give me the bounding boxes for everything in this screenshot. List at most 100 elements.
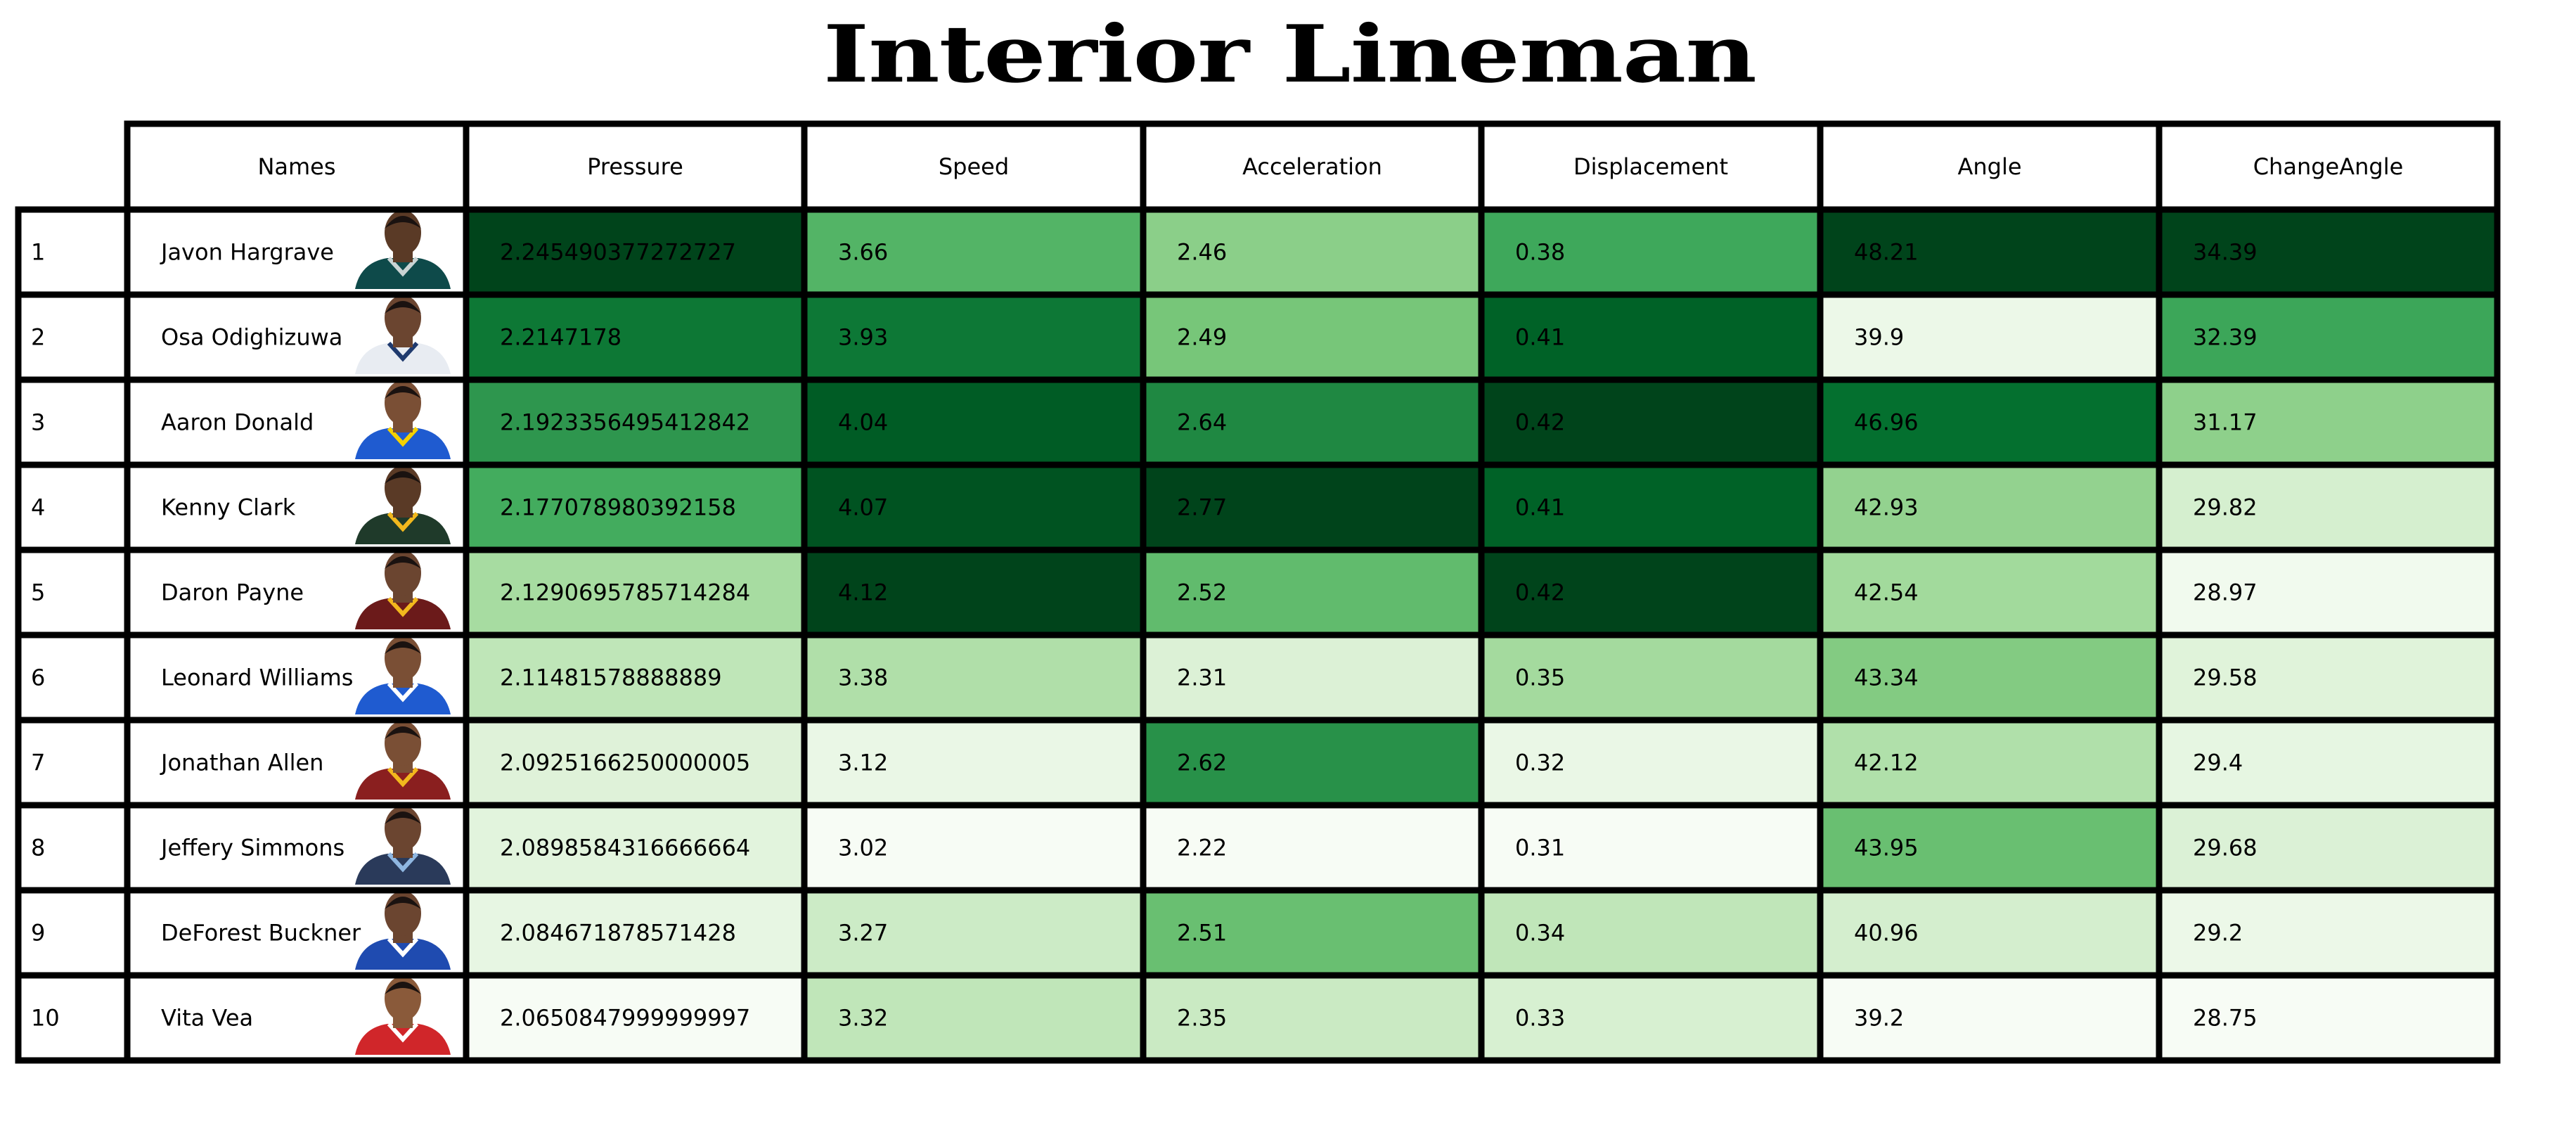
cell-value-speed: 4.07	[838, 494, 888, 521]
heat-cell	[466, 975, 804, 1060]
heat-cell	[1820, 295, 2159, 380]
cell-value-speed: 3.93	[838, 324, 888, 351]
heat-cell	[1143, 805, 1481, 890]
cell-value-changeangle: 28.75	[2193, 1005, 2258, 1032]
heat-cell	[804, 465, 1143, 550]
cell-value-displacement: 0.35	[1515, 665, 1565, 691]
heat-cell	[2159, 805, 2497, 890]
cell-value-displacement: 0.41	[1515, 324, 1565, 351]
player-headshot	[355, 721, 451, 800]
row-index: 1	[31, 239, 45, 266]
heat-cell	[2159, 975, 2497, 1060]
player-name: Javon Hargrave	[160, 239, 334, 266]
cell-value-pressure: 2.245490377272727	[500, 239, 736, 266]
cell-value-angle: 42.54	[1854, 579, 1919, 606]
cell-value-pressure: 2.0650847999999997	[500, 1005, 750, 1032]
collar-shape	[387, 1022, 419, 1043]
cell-value-displacement: 0.34	[1515, 920, 1565, 947]
cell-value-acceleration: 2.51	[1177, 920, 1227, 947]
column-header-speed: Speed	[939, 153, 1009, 180]
cell-value-displacement: 0.42	[1515, 409, 1565, 436]
heat-cell	[466, 550, 804, 635]
column-header-displacement: Displacement	[1573, 153, 1728, 180]
heat-cell	[1481, 975, 1820, 1060]
hair-shape	[385, 386, 421, 399]
heat-cell	[2159, 720, 2497, 805]
heat-cell	[804, 805, 1143, 890]
hair-shape	[385, 471, 421, 484]
heat-cell	[2159, 890, 2497, 975]
cell-value-changeangle: 29.82	[2193, 494, 2258, 521]
heat-cell	[1820, 550, 2159, 635]
cell-value-acceleration: 2.52	[1177, 579, 1227, 606]
collar-shape	[387, 681, 419, 702]
heat-cell	[1143, 210, 1481, 295]
collar-shape	[387, 596, 419, 617]
player-headshot	[355, 636, 451, 714]
heat-cell	[1820, 890, 2159, 975]
heat-cell	[1820, 210, 2159, 295]
cell-value-speed: 4.04	[838, 409, 888, 436]
player-name: Jonathan Allen	[160, 750, 323, 776]
heat-cell	[1481, 465, 1820, 550]
row-index: 3	[31, 409, 45, 436]
cell-value-changeangle: 29.2	[2193, 920, 2243, 947]
cell-value-pressure: 2.2147178	[500, 324, 622, 351]
heat-cell	[1481, 210, 1820, 295]
player-headshot	[355, 295, 451, 374]
heat-cell	[466, 210, 804, 295]
cell-value-angle: 48.21	[1854, 239, 1919, 266]
hair-shape	[385, 641, 421, 654]
cell-value-acceleration: 2.77	[1177, 494, 1227, 521]
avatars-layer	[355, 210, 451, 1055]
heat-cell	[1820, 975, 2159, 1060]
heat-cell	[804, 890, 1143, 975]
cell-value-speed: 3.38	[838, 665, 888, 691]
cell-value-speed: 3.12	[838, 750, 888, 776]
cell-value-pressure: 2.0925166250000005	[500, 750, 750, 776]
heat-cell	[1481, 380, 1820, 465]
heat-cell	[1143, 465, 1481, 550]
cell-value-changeangle: 29.68	[2193, 835, 2258, 861]
player-headshot	[355, 551, 451, 629]
player-name: DeForest Buckner	[161, 920, 361, 947]
cell-value-pressure: 2.0898584316666664	[500, 835, 750, 861]
row-index: 5	[31, 579, 45, 606]
row-index: 10	[31, 1005, 60, 1032]
player-headshot	[355, 380, 451, 459]
player-headshot	[355, 891, 451, 970]
player-headshot	[355, 466, 451, 544]
hair-shape	[385, 726, 421, 739]
heat-cell	[804, 975, 1143, 1060]
column-header-names: Names	[257, 153, 335, 180]
heat-cell	[2159, 465, 2497, 550]
heat-cell	[1143, 720, 1481, 805]
cell-value-speed: 3.27	[838, 920, 888, 947]
heat-cell	[1481, 805, 1820, 890]
heat-cell	[466, 635, 804, 720]
player-name: Jeffery Simmons	[160, 835, 344, 861]
cell-value-displacement: 0.33	[1515, 1005, 1565, 1032]
cell-value-pressure: 2.1290695785714284	[500, 579, 750, 606]
heat-cell	[1481, 635, 1820, 720]
cell-value-changeangle: 34.39	[2193, 239, 2258, 266]
heat-cell	[1820, 805, 2159, 890]
cell-value-angle: 42.93	[1854, 494, 1919, 521]
heat-cell	[1143, 295, 1481, 380]
hair-shape	[385, 216, 421, 229]
cell-value-changeangle: 29.58	[2193, 665, 2258, 691]
row-index: 9	[31, 920, 45, 947]
cell-value-angle: 43.95	[1854, 835, 1919, 861]
cell-value-acceleration: 2.49	[1177, 324, 1227, 351]
heat-cell	[1143, 890, 1481, 975]
column-header-angle: Angle	[1957, 153, 2021, 180]
cell-value-acceleration: 2.64	[1177, 409, 1227, 436]
cell-value-displacement: 0.41	[1515, 494, 1565, 521]
heat-cell	[466, 805, 804, 890]
collar-shape	[387, 341, 419, 362]
heat-cell	[1143, 635, 1481, 720]
heat-cell	[466, 295, 804, 380]
cell-value-speed: 3.02	[838, 835, 888, 861]
hair-shape	[385, 811, 421, 824]
page-title: Interior Lineman	[823, 8, 1757, 101]
